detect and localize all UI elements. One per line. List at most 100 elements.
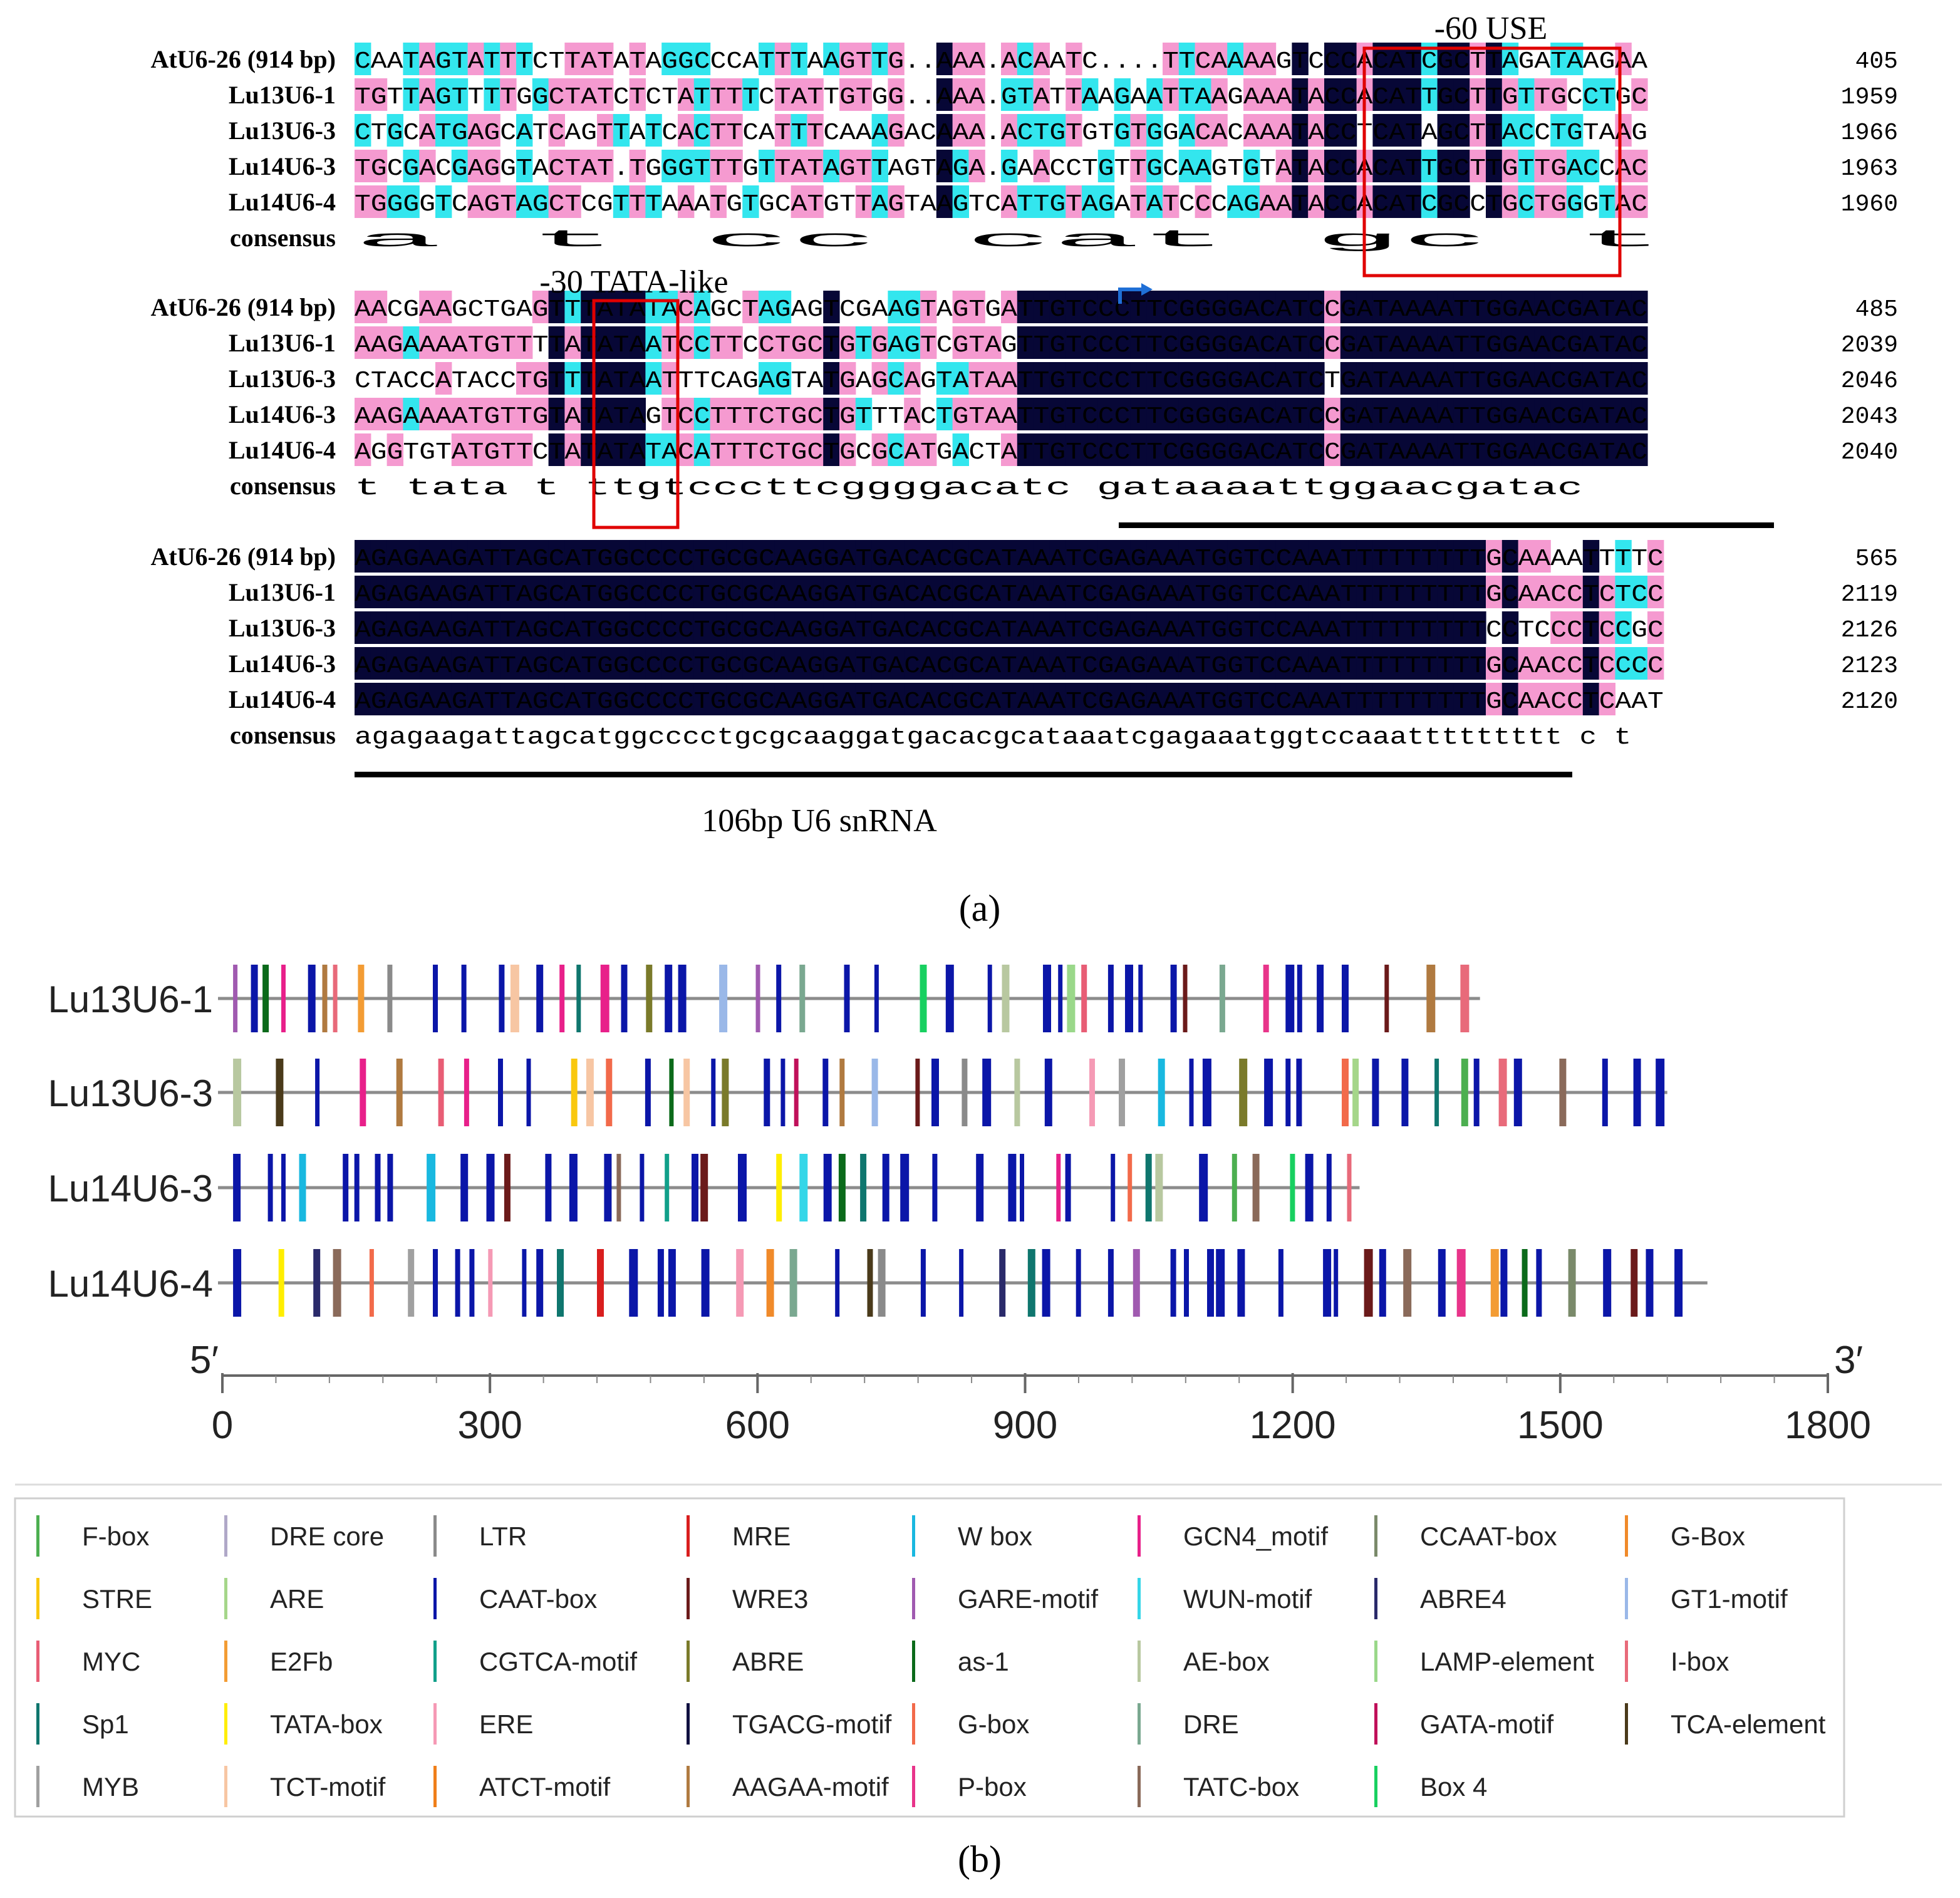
residue-shade — [516, 185, 533, 218]
residue-shade — [1453, 326, 1470, 359]
legend-swatch — [687, 1703, 690, 1745]
residue-shade — [839, 611, 856, 644]
residue-shade — [1146, 326, 1163, 359]
residue-shade — [1275, 185, 1292, 218]
residue-shade — [661, 683, 678, 715]
cis-element-mark — [860, 1154, 867, 1221]
cis-element-mark — [780, 1059, 786, 1126]
residue-shade — [1292, 683, 1309, 715]
residue-shade — [1049, 326, 1066, 359]
cis-element-mark — [1231, 1154, 1237, 1221]
legend-label: I-box — [1671, 1647, 1729, 1676]
residue-shade — [839, 150, 856, 182]
residue-shade — [1211, 576, 1228, 608]
sequence-text: TGGGGTCAGTAGCTCGTTTAAATGTGCATGTTAGTAAGTC… — [355, 191, 1647, 218]
residue-shade — [855, 43, 873, 75]
legend-label: F-box — [82, 1522, 149, 1551]
cis-element-mark — [1438, 1249, 1446, 1317]
residue-shade — [1486, 647, 1503, 680]
residue-shade — [1066, 326, 1082, 359]
residue-shade — [548, 611, 565, 644]
residue-shade — [1275, 150, 1292, 182]
residue-shade — [871, 576, 888, 608]
residue-shade — [855, 150, 873, 182]
residue-shade — [1631, 647, 1648, 680]
tata-box-highlight — [592, 299, 680, 529]
residue-shade — [1550, 291, 1567, 323]
residue-shade — [1292, 43, 1309, 75]
residue-shade — [1211, 114, 1228, 147]
residue-shade — [985, 540, 1002, 573]
residue-shade — [1356, 362, 1373, 395]
legend-swatch — [687, 1766, 690, 1807]
cis-element-mark — [616, 1154, 621, 1221]
residue-shade — [1389, 291, 1406, 323]
residue-shade — [888, 78, 905, 111]
residue-shade — [774, 150, 792, 182]
legend-swatch — [224, 1641, 227, 1682]
residue-shade — [564, 433, 581, 466]
residue-shade — [467, 683, 484, 715]
residue-shade — [1567, 611, 1584, 644]
residue-shade — [355, 576, 371, 608]
residue-shade — [1001, 611, 1018, 644]
residue-shade — [1259, 78, 1277, 111]
residue-shade — [1421, 683, 1438, 715]
residue-shade — [1582, 647, 1600, 680]
residue-shade — [774, 433, 792, 466]
residue-shade — [484, 150, 500, 182]
residue-shade — [645, 683, 662, 715]
residue-shade — [1146, 540, 1163, 573]
cis-element-mark — [460, 1154, 469, 1221]
residue-shade — [1001, 540, 1018, 573]
residue-shade — [1437, 540, 1454, 573]
cis-element-mark — [333, 965, 338, 1032]
residue-shade — [791, 433, 807, 466]
residue-shade — [759, 398, 775, 430]
residue-shade — [564, 185, 581, 218]
residue-shade — [1372, 540, 1389, 573]
cis-element-mark — [369, 1249, 374, 1317]
residue-shade — [629, 647, 646, 680]
residue-shade — [1227, 683, 1244, 715]
residue-shade — [791, 114, 807, 147]
residue-shade — [904, 326, 921, 359]
residue-shade — [419, 78, 436, 111]
residue-shade — [952, 78, 969, 111]
residue-shade — [1372, 433, 1389, 466]
cis-element-mark — [665, 1154, 670, 1221]
cis-element-mark — [1042, 1249, 1050, 1317]
residue-shade — [1470, 326, 1486, 359]
residue-shade — [807, 576, 824, 608]
residue-shade — [581, 647, 598, 680]
cis-element-mark — [387, 1154, 393, 1221]
residue-shade — [1049, 647, 1066, 680]
residue-shade — [1146, 611, 1163, 644]
residue-shade — [1308, 291, 1325, 323]
cis-element-mark — [1119, 1059, 1125, 1126]
residue-shade — [1340, 43, 1357, 75]
residue-shade — [532, 398, 549, 430]
consensus-label: consensus — [230, 472, 336, 500]
residue-shade — [710, 611, 727, 644]
residue-shade — [1259, 433, 1277, 466]
cis-element-mark — [822, 1059, 829, 1126]
residue-shade — [581, 43, 598, 75]
residue-shade — [1097, 150, 1115, 182]
cis-element-mark — [278, 1249, 284, 1317]
residue-shade — [791, 576, 807, 608]
residue-shade — [710, 683, 727, 715]
cis-element-mark — [1183, 965, 1188, 1032]
legend-label: ARE — [270, 1584, 324, 1614]
cis-element-mark — [1633, 1059, 1641, 1126]
residue-shade — [1195, 576, 1211, 608]
residue-shade — [1534, 326, 1551, 359]
residue-shade — [548, 540, 565, 573]
residue-shade — [1389, 114, 1406, 147]
sequence-end-position: 2043 — [1841, 403, 1898, 430]
residue-shade — [726, 114, 743, 147]
legend-label: Box 4 — [1420, 1772, 1487, 1802]
residue-shade — [1324, 647, 1341, 680]
residue-shade — [1486, 78, 1503, 111]
residue-shade — [467, 398, 484, 430]
